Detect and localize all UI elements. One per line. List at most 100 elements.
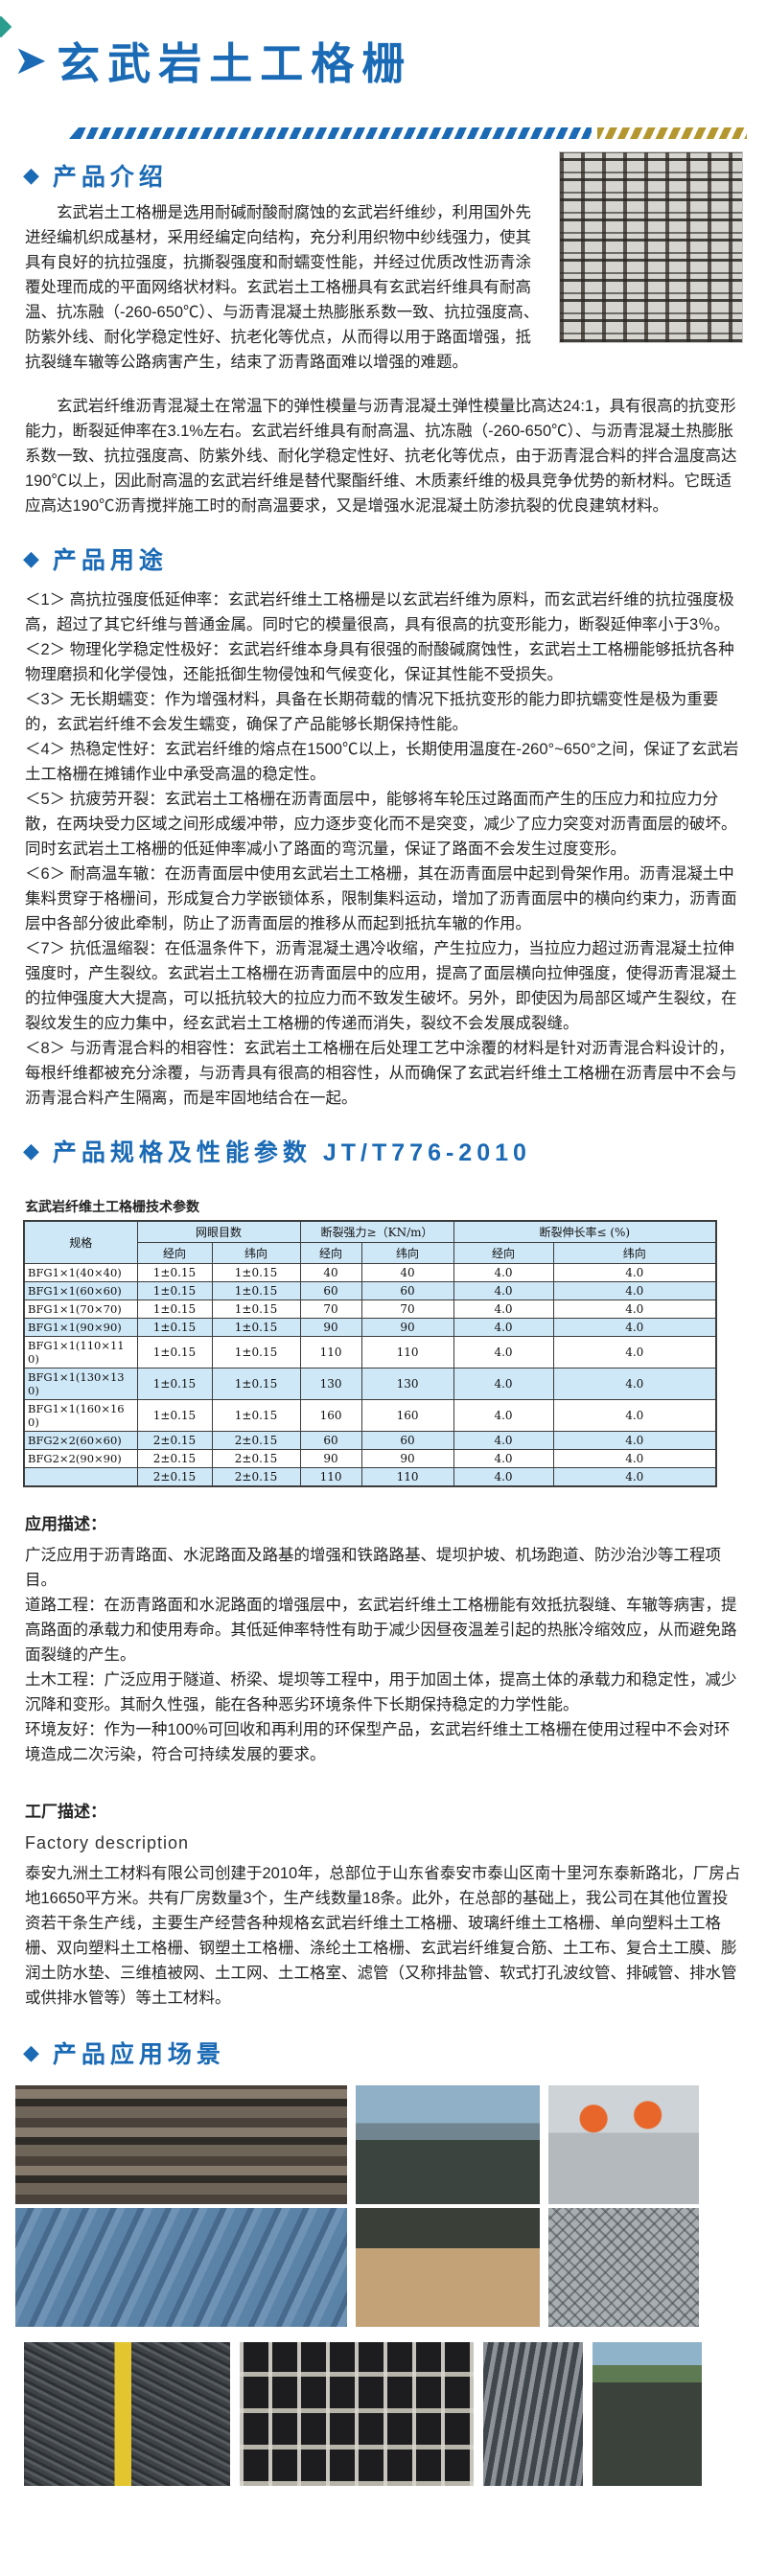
application-general: 广泛应用于沥青路面、水泥路面及路基的增强和铁路路基、堤坝护坡、机场跑道、防沙治沙… [25, 1547, 721, 1589]
use-item-3: ＜3＞ 无长期蠕变：作为增强材料，具备在长期荷载的情况下抵抗变形的能力即抗蠕变性… [25, 691, 719, 733]
header-divider [69, 127, 767, 139]
cell-value: 1±0.15 [211, 1281, 301, 1300]
asphalt-tape-measure-photo[interactable] [24, 2342, 230, 2486]
cell-value: 40 [299, 1263, 362, 1282]
spec-table-title: 玄武岩纤维土工格栅技术参数 [25, 1200, 199, 1215]
diamond-icon: ◆ [23, 546, 39, 570]
cell-spec: BFG2×2(90×90) [23, 1449, 138, 1468]
table-row: 2±0.15 2±0.15 110 110 4.0 4.0 [23, 1467, 717, 1487]
weaving-machine-photo[interactable] [15, 2085, 347, 2204]
cell-value: 2±0.15 [136, 1431, 213, 1450]
factory-heading-en: Factory description [25, 1833, 190, 1852]
cell-spec: BFG1×1(60×60) [23, 1281, 138, 1300]
use-item-6: ＜6＞ 耐高温车辙：在沥青面层中使用玄武岩土工格栅，其在沥青面层中起到骨架作用。… [25, 865, 737, 932]
section-scenes-heading: ◆ 产品应用场景 [23, 2036, 767, 2070]
title-arrow-icon: ➤ [13, 36, 48, 82]
intro-paragraph-1: 玄武岩土工格栅是选用耐碱耐酸耐腐蚀的玄武岩纤维纱，利用国外先进经编机织成基材，采… [25, 204, 540, 371]
col-sub-2-1: 纬向 [552, 1242, 717, 1264]
geogrid-mesh-product-photo[interactable] [559, 151, 743, 343]
application-civil: 土木工程：广泛应用于隧道、桥梁、堤坝等工程中，用于加固土体，提高土体的承载力和稳… [25, 1671, 737, 1714]
section-scenes-title: 产品应用场景 [52, 2041, 225, 2068]
use-item-7: ＜7＞ 抗低温缩裂：在低温条件下，沥青混凝土遇冷收缩，产生拉应力，当拉应力超过沥… [25, 940, 737, 1032]
cell-value: 40 [360, 1263, 454, 1282]
cell-value: 90 [360, 1318, 454, 1337]
blue-pipes-photo[interactable] [15, 2208, 347, 2327]
steel-roller-photo[interactable] [483, 2342, 583, 2486]
cell-value: 4.0 [552, 1431, 717, 1450]
divider-blue-hatch [79, 127, 592, 139]
spec-table: 规格 网眼目数 断裂强力≥（KN/m） 断裂伸长率≤ (%) 经向 纬向 经向 纬向 经向 纬向 … [23, 1220, 718, 1487]
cell-value: 110 [360, 1336, 454, 1368]
cell-value: 4.0 [453, 1318, 554, 1337]
section-intro-title: 产品介绍 [52, 164, 168, 191]
table-row: BFG1×1(70×70) 1±0.15 1±0.15 70 70 4.0 4.0 [23, 1300, 717, 1319]
intro-paragraph-2: 玄武岩纤维沥青混凝土在常温下的弹性模量与沥青混凝土弹性模量比高达24:1，具有很… [25, 398, 737, 515]
spec-table-body: BFG1×1(40×40) 1±0.15 1±0.15 40 40 4.0 4.0 BFG1×… [23, 1263, 717, 1487]
cell-spec: BFG1×1(70×70) [23, 1300, 138, 1319]
cell-value: 60 [360, 1281, 454, 1300]
cell-value: 4.0 [453, 1399, 554, 1432]
col-sub-0-0: 经向 [136, 1242, 213, 1264]
bags-on-sand-photo[interactable] [356, 2208, 540, 2327]
application-env: 环境友好：作为一种100%可回收和再利用的环保型产品，玄武岩纤维土工格栅在使用过… [25, 1721, 731, 1763]
factory-paragraph: 泰安九洲土工材料有限公司创建于2010年，总部位于山东省泰安市泰山区南十里河东泰… [25, 1865, 741, 2007]
cell-spec: BFG1×1(130×130) [23, 1368, 138, 1400]
col-sub-0-1: 纬向 [211, 1242, 301, 1264]
diamond-icon: ◆ [23, 1138, 39, 1162]
cell-value: 2±0.15 [211, 1449, 301, 1468]
cell-value: 70 [360, 1300, 454, 1319]
mesh-bags-field-photo[interactable] [593, 2342, 702, 2486]
col-group-1: 断裂强力≥（KN/m） [299, 1220, 454, 1243]
cell-value: 4.0 [552, 1263, 717, 1282]
cell-value: 4.0 [453, 1467, 554, 1487]
col-sub-1-1: 纬向 [360, 1242, 454, 1264]
cell-value: 1±0.15 [136, 1263, 213, 1282]
divider-gold-hatch [597, 127, 747, 139]
intro-block: 玄武岩土工格栅是选用耐碱耐酸耐腐蚀的玄武岩纤维纱，利用国外先进经编机织成基材，采… [0, 151, 767, 518]
cell-value: 110 [299, 1336, 362, 1368]
col-group-2: 断裂伸长率≤ (%) [453, 1220, 717, 1243]
use-item-4: ＜4＞ 热稳定性好：玄武岩纤维的熔点在1500℃以上，长期使用温度在-260°~… [25, 741, 739, 783]
cell-value: 60 [360, 1431, 454, 1450]
grey-mesh-photo[interactable] [548, 2208, 699, 2327]
section-specs-title: 产品规格及性能参数 JT/T776-2010 [52, 1139, 531, 1166]
page-title: 玄武岩土工格栅 [57, 39, 413, 88]
cell-value: 4.0 [453, 1368, 554, 1400]
col-sub-1-0: 经向 [299, 1242, 362, 1264]
spec-table-panel: 玄武岩纤维土工格栅技术参数 规格 网眼目数 断裂强力≥（KN/m） 断裂伸长率≤ (%… [23, 1193, 744, 1487]
factory-heading-zh: 工厂描述： [25, 1803, 106, 1821]
application-heading: 应用描述： [25, 1515, 106, 1533]
cell-value: 4.0 [552, 1368, 717, 1400]
cell-value: 110 [299, 1467, 362, 1487]
cell-value: 160 [299, 1399, 362, 1432]
cell-value: 2±0.15 [211, 1467, 301, 1487]
workers-concrete-photo[interactable] [548, 2085, 699, 2204]
use-item-1: ＜1＞ 高抗拉强度低延伸率：玄武岩纤维土工格栅是以玄武岩纤维为原料，而玄武岩纤维… [25, 591, 734, 633]
black-grid-closeup-photo[interactable] [240, 2342, 474, 2486]
cell-value: 4.0 [552, 1318, 717, 1337]
cell-value: 4.0 [552, 1399, 717, 1432]
table-row: BFG1×1(60×60) 1±0.15 1±0.15 60 60 4.0 4.0 [23, 1281, 717, 1300]
divider-wedge [69, 127, 79, 139]
cell-value: 2±0.15 [136, 1467, 213, 1487]
cell-spec: BFG1×1(110×110) [23, 1336, 138, 1368]
application-road: 道路工程：在沥青路面和水泥路面的增强层中，玄武岩纤维土工格栅能有效抵抗裂缝、车辙… [25, 1597, 737, 1664]
table-row: BFG1×1(160×160) 1±0.15 1±0.15 160 160 4.0 4.0 [23, 1399, 717, 1432]
mesh-bags-sky-photo[interactable] [356, 2085, 540, 2204]
cell-value: 4.0 [453, 1300, 554, 1319]
cell-value: 90 [360, 1449, 454, 1468]
scene-photos-row-3 [0, 2342, 767, 2486]
cell-value: 4.0 [552, 1281, 717, 1300]
table-row: BFG2×2(60×60) 2±0.15 2±0.15 60 60 4.0 4.0 [23, 1431, 717, 1450]
cell-value: 1±0.15 [136, 1281, 213, 1300]
col-spec: 规格 [23, 1220, 138, 1264]
cell-value: 1±0.15 [136, 1336, 213, 1368]
cell-spec: BFG1×1(160×160) [23, 1399, 138, 1432]
use-item-5: ＜5＞ 抗疲劳开裂：玄武岩土工格栅在沥青面层中，能够将车轮压过路面而产生的压应力… [25, 791, 737, 858]
cell-value: 4.0 [453, 1336, 554, 1368]
uses-list: ＜1＞ 高抗拉强度低延伸率：玄武岩纤维土工格栅是以玄武岩纤维为原料，而玄武岩纤维… [0, 587, 767, 1111]
cell-value: 4.0 [552, 1300, 717, 1319]
cell-spec: BFG1×1(90×90) [23, 1318, 138, 1337]
section-uses-heading: ◆ 产品用途 [23, 541, 767, 576]
